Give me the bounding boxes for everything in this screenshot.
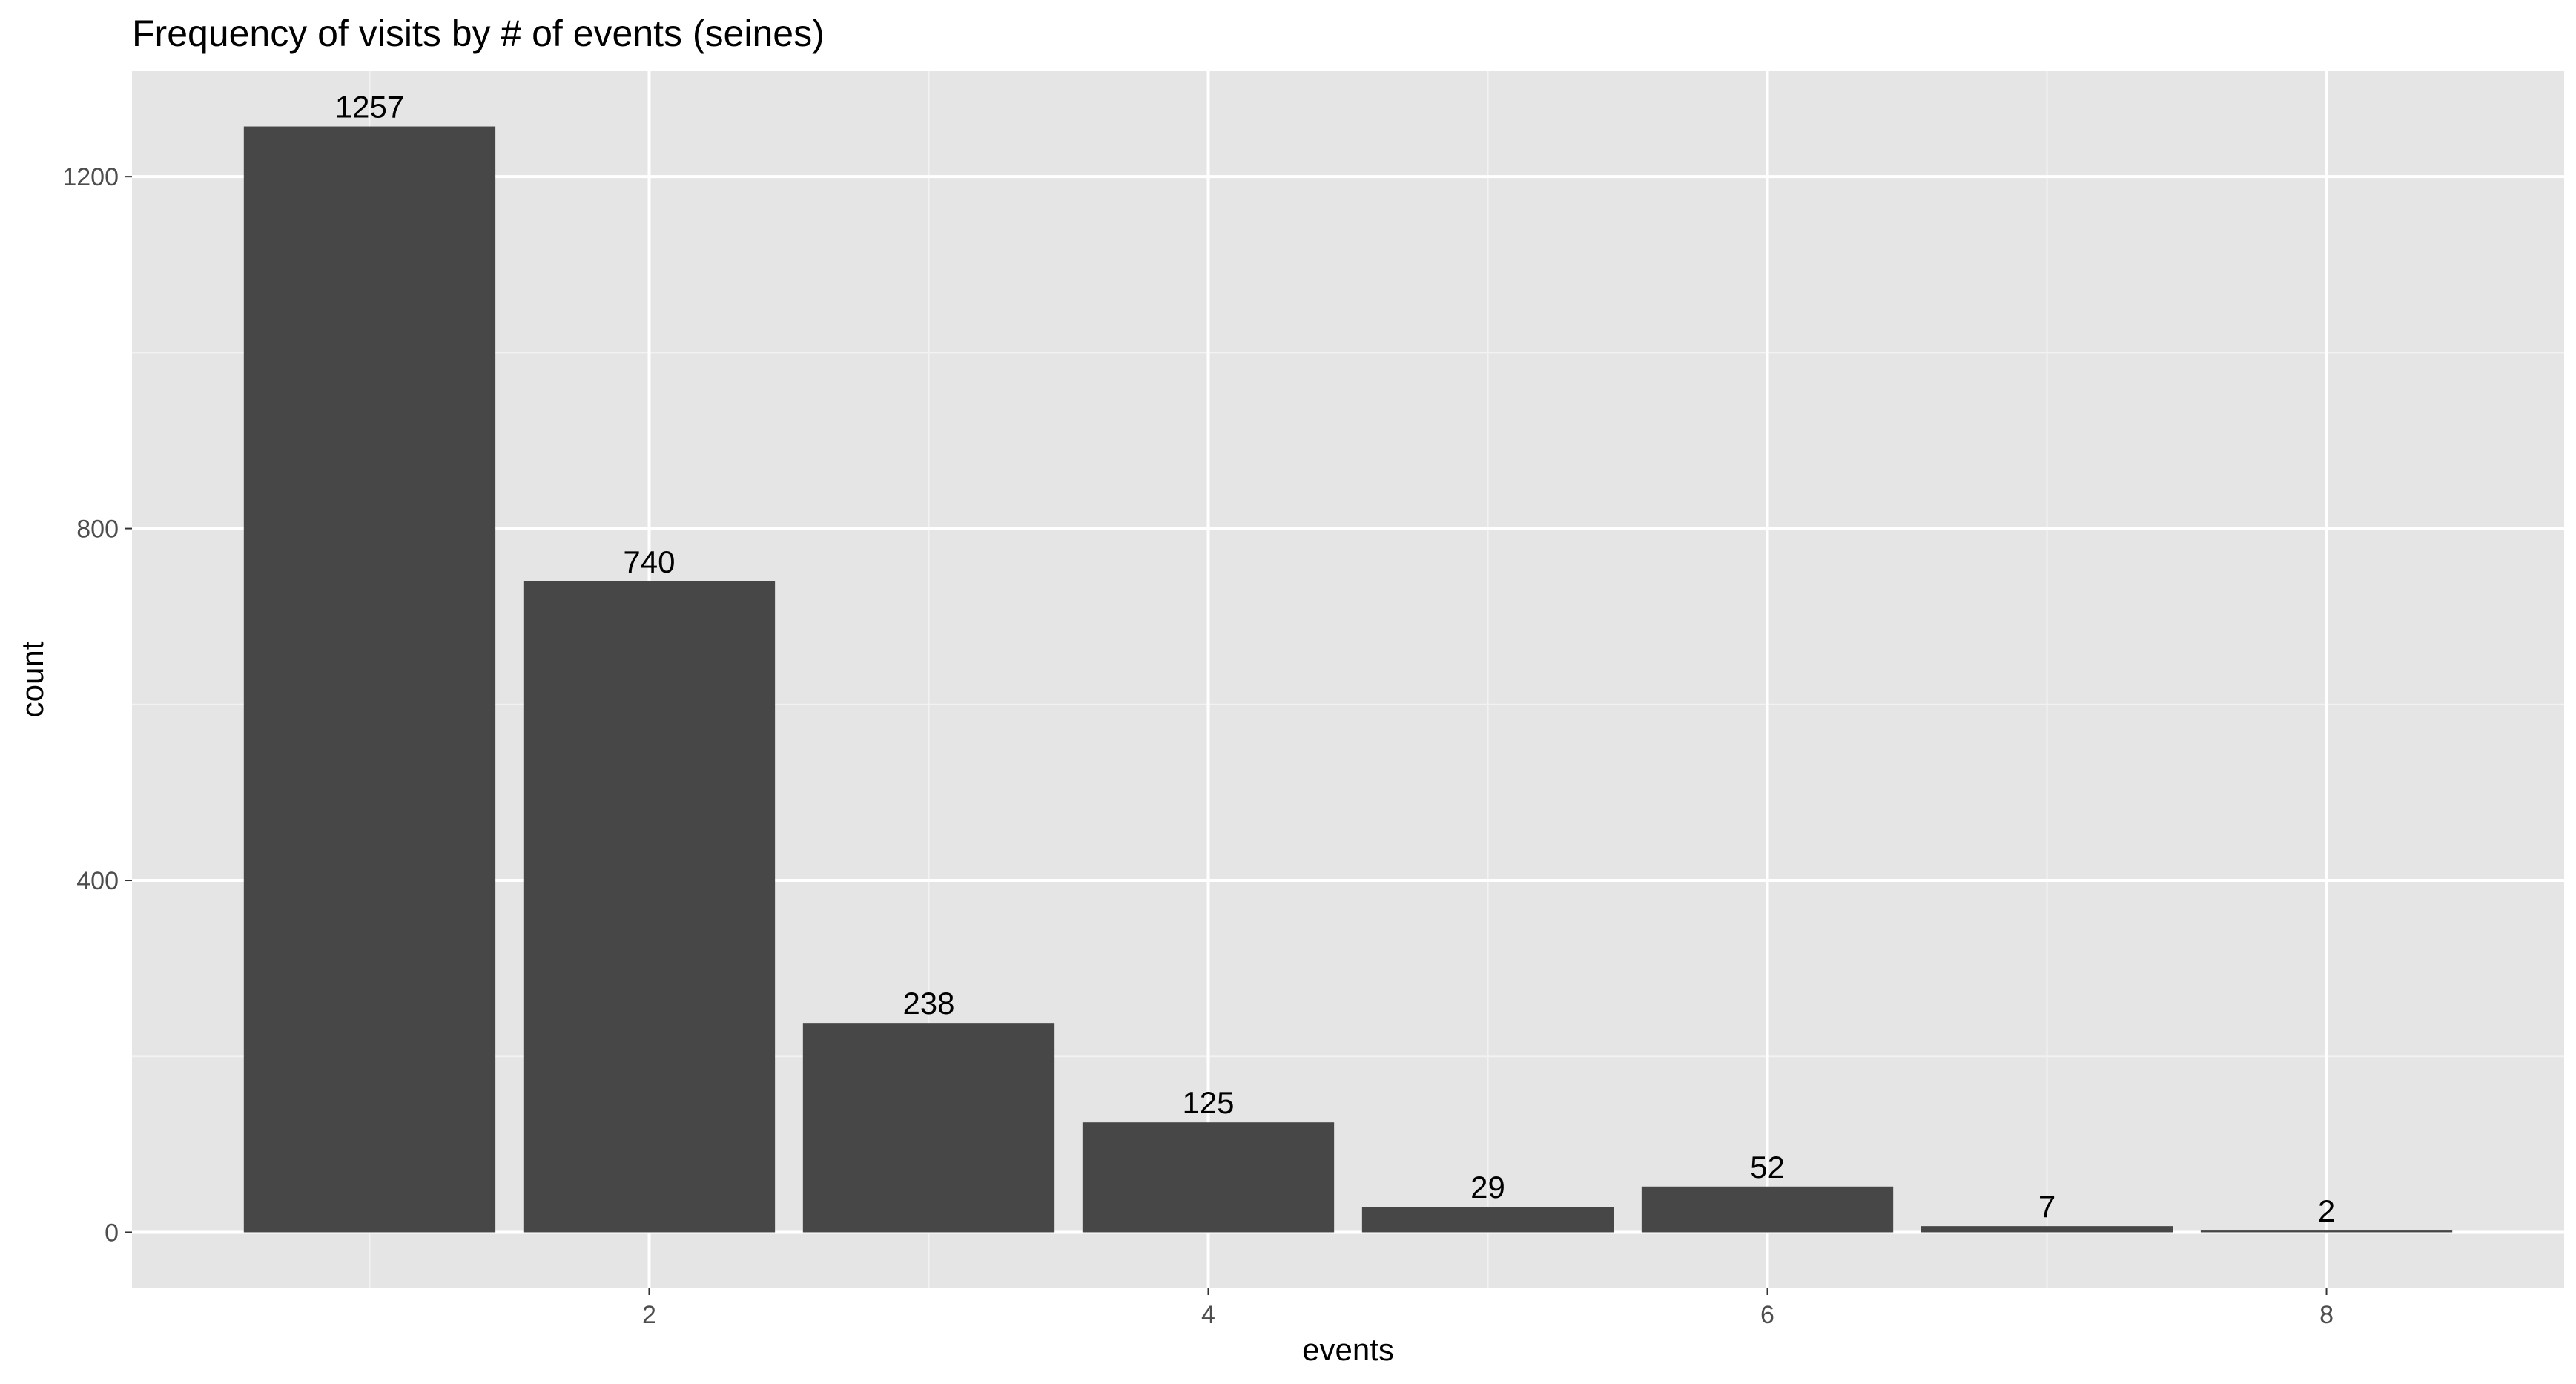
bar-value-label: 238 xyxy=(902,986,954,1021)
bar xyxy=(1921,1226,2173,1233)
data-labels: 1257 740 238 125 29 52 7 2 xyxy=(335,90,2335,1229)
bar xyxy=(2200,1230,2453,1233)
x-tick-label: 6 xyxy=(1760,1301,1774,1329)
bar-value-label: 7 xyxy=(2038,1189,2055,1224)
bar-value-label: 1257 xyxy=(335,90,404,125)
y-tick-label: 0 xyxy=(105,1219,119,1247)
bar xyxy=(1361,1207,1614,1233)
y-tick-label: 800 xyxy=(76,515,119,544)
chart-title: Frequency of visits by # of events (sein… xyxy=(132,13,825,54)
bar xyxy=(1082,1122,1335,1233)
bar-value-label: 2 xyxy=(2318,1193,2335,1228)
x-tick-label: 2 xyxy=(642,1301,656,1329)
x-tick-label: 4 xyxy=(1201,1301,1215,1329)
y-axis-title: count xyxy=(15,641,50,717)
y-axis: 0 400 800 1200 xyxy=(62,163,132,1247)
bars xyxy=(243,126,2453,1233)
bar-value-label: 740 xyxy=(623,544,675,579)
bar xyxy=(523,581,776,1233)
x-axis: 2 4 6 8 xyxy=(642,1288,2334,1329)
bar xyxy=(1641,1186,1894,1233)
plot-panel xyxy=(132,71,2564,1288)
x-axis-title: events xyxy=(1302,1332,1394,1367)
y-tick-label: 400 xyxy=(76,867,119,895)
x-tick-label: 8 xyxy=(2319,1301,2334,1329)
bar-value-label: 29 xyxy=(1470,1170,1505,1205)
bar xyxy=(243,126,496,1233)
y-tick-label: 1200 xyxy=(62,163,119,191)
bar xyxy=(802,1023,1055,1233)
bar-value-label: 125 xyxy=(1182,1085,1234,1120)
bar-value-label: 52 xyxy=(1750,1150,1785,1184)
